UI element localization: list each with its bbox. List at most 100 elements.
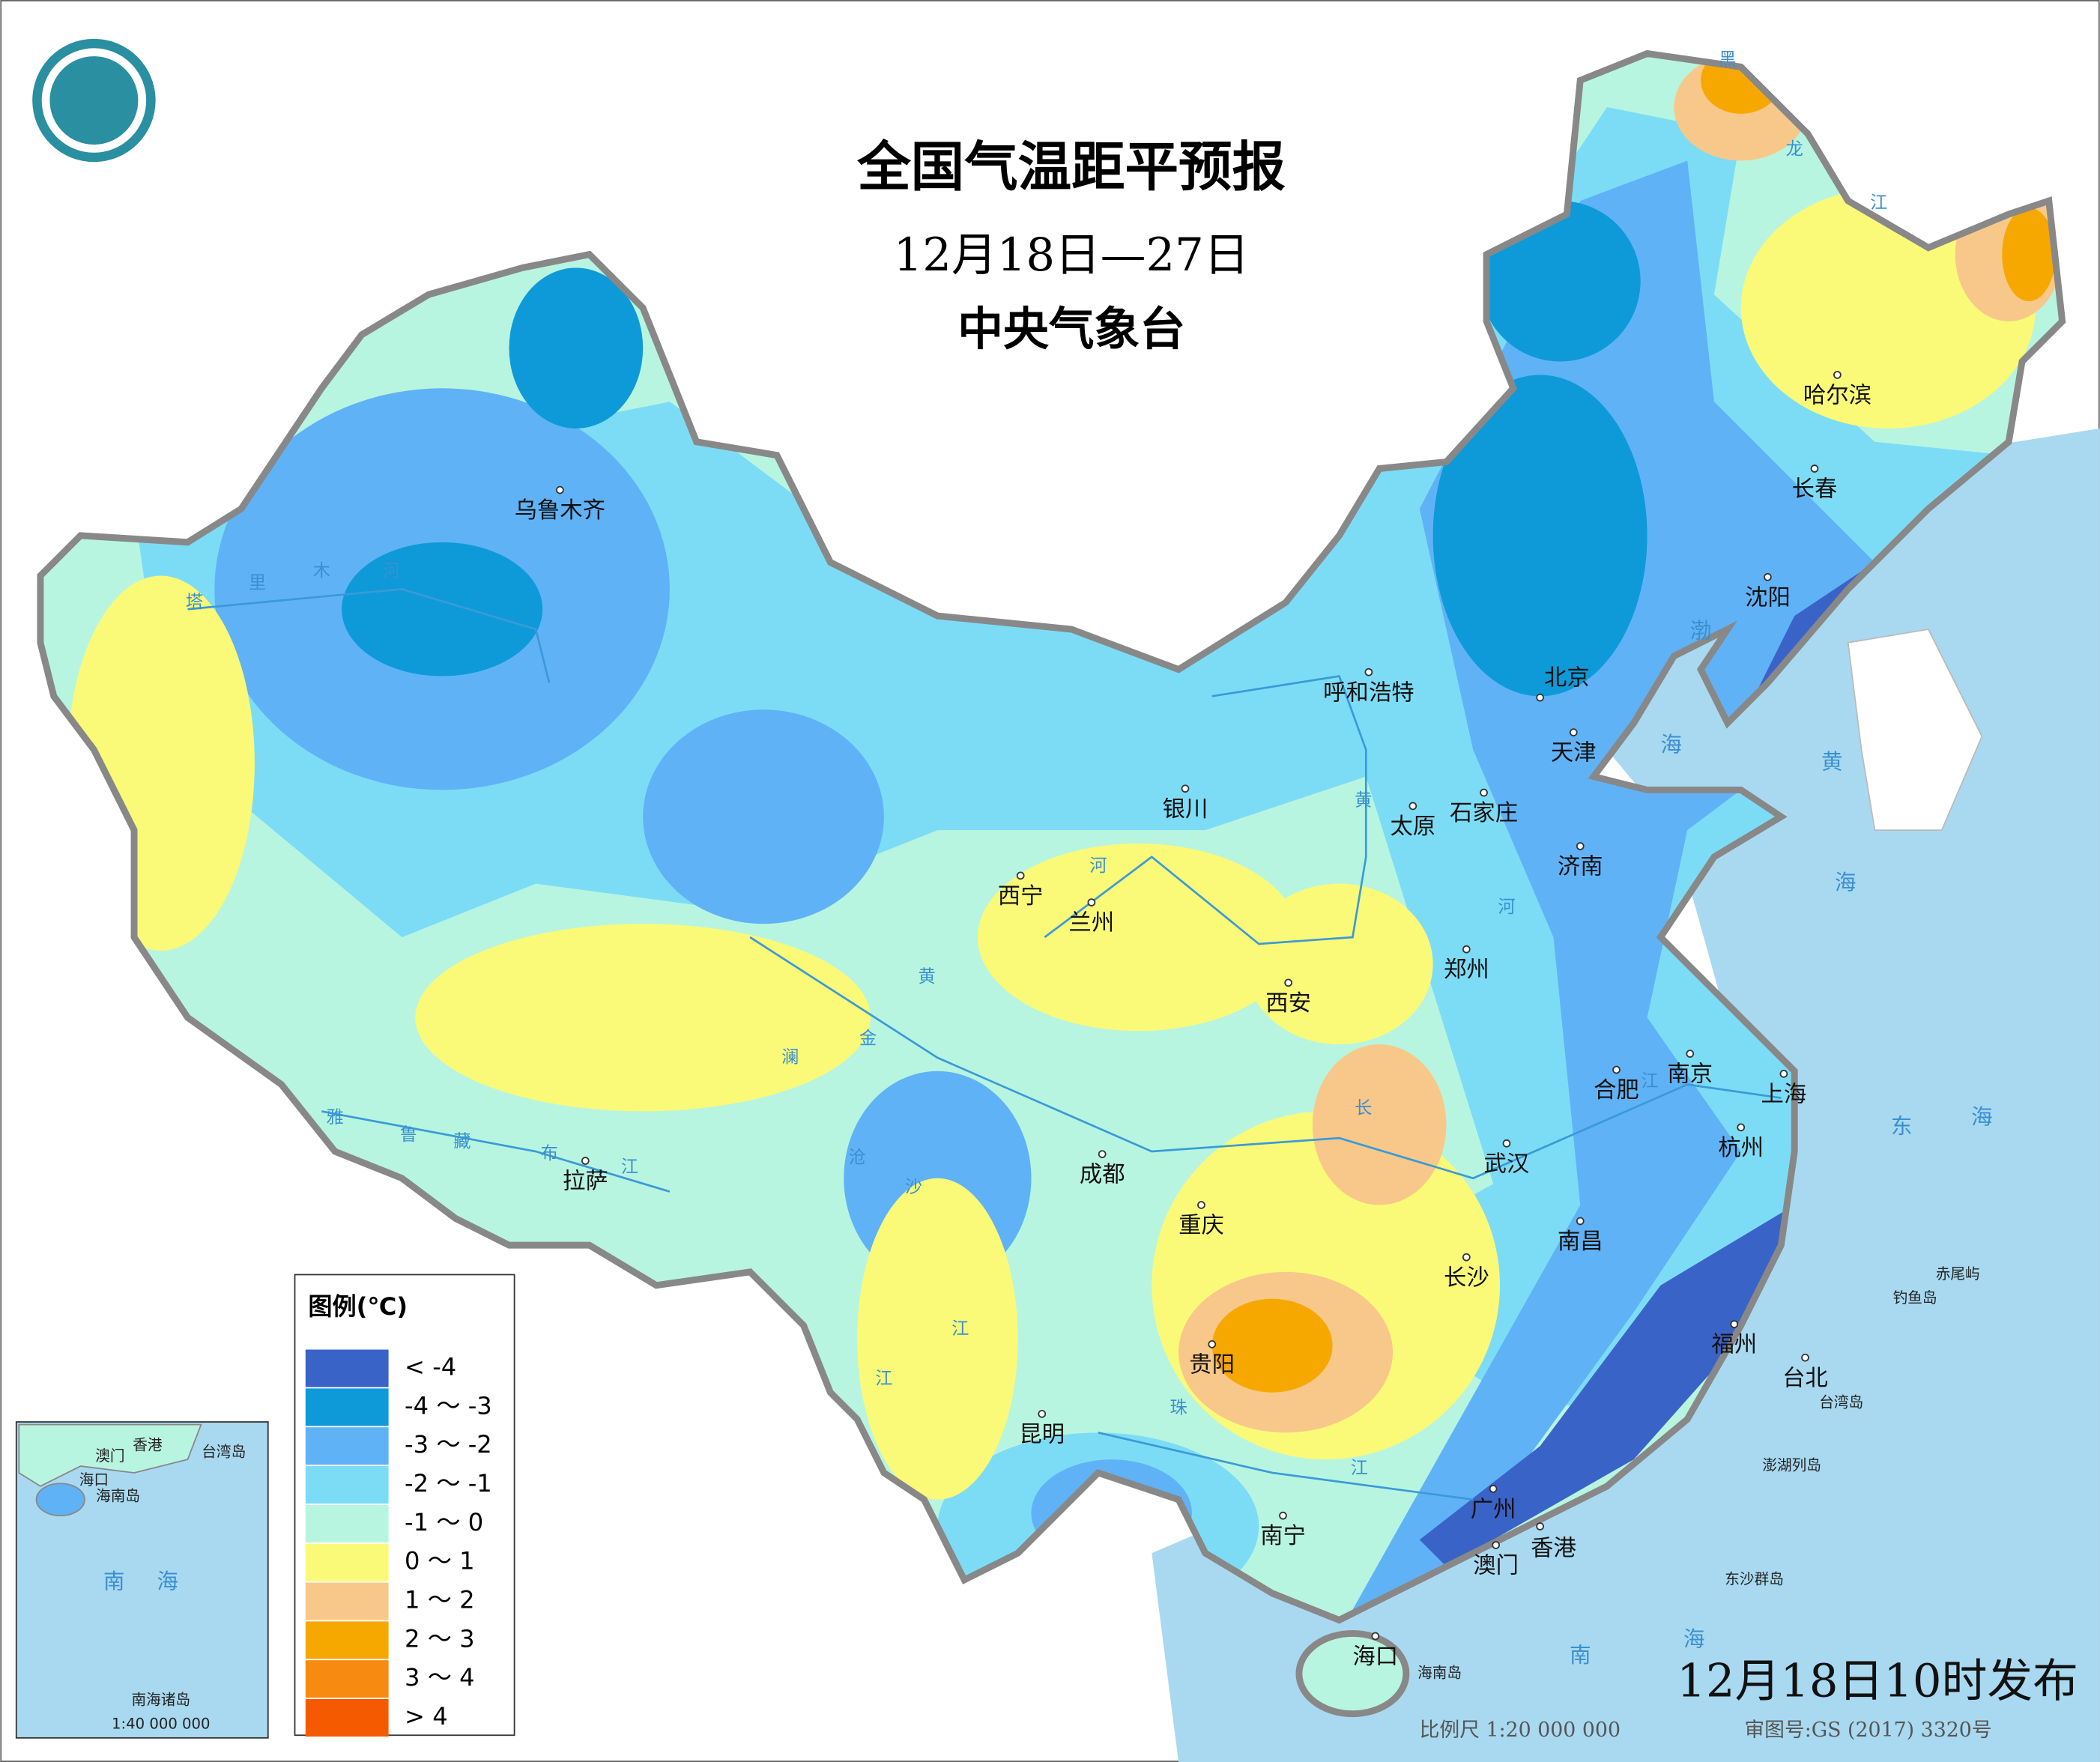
river-label: 布 — [540, 1143, 557, 1163]
city-dot — [1810, 464, 1819, 473]
river-label: 河 — [1498, 897, 1515, 917]
river-label: 木 — [313, 561, 330, 581]
city-dot — [1098, 1150, 1107, 1158]
city-label: 济南 — [1558, 854, 1603, 880]
city-label: 长沙 — [1444, 1265, 1489, 1291]
river-label: 塔 — [186, 592, 203, 612]
city-label: 石家庄 — [1450, 800, 1518, 826]
city-dot — [1462, 945, 1471, 954]
city-label: 郑州 — [1444, 957, 1489, 983]
logo-inner — [41, 48, 147, 153]
river-label: 江 — [1641, 1071, 1659, 1092]
zone — [1312, 1044, 1447, 1205]
zone — [1245, 883, 1433, 1045]
legend-swatch — [305, 1699, 389, 1737]
legend-swatch — [305, 1504, 389, 1542]
city-dot — [1371, 1632, 1380, 1641]
legend-swatch — [305, 1466, 389, 1504]
city-dot — [1208, 1340, 1217, 1348]
city-dot — [1197, 1201, 1205, 1209]
city-label: 南京 — [1667, 1062, 1713, 1088]
zone — [415, 924, 871, 1112]
river-label: 长 — [1355, 1098, 1372, 1118]
river-label: 黄 — [1355, 790, 1372, 810]
border — [37, 49, 2066, 1718]
date-range: 12月18日—27日 — [894, 229, 1250, 282]
city-label: 拉萨 — [563, 1169, 608, 1195]
scale-text: 比例尺 1:20 000 000 — [1420, 1719, 1621, 1742]
city-label: 杭州 — [1718, 1135, 1764, 1161]
city-dot — [1181, 784, 1190, 793]
river-label: 江 — [621, 1157, 638, 1177]
zone — [977, 843, 1299, 1032]
city-dot — [556, 485, 564, 494]
legend-label: -3 ～ -2 — [405, 1430, 492, 1459]
legend-swatch — [305, 1427, 389, 1465]
city-dot — [1569, 728, 1578, 736]
sea-label: 南 — [1570, 1642, 1591, 1668]
zone — [2002, 208, 2056, 302]
legend-label: > 4 — [405, 1702, 448, 1731]
city-dot — [1492, 1541, 1501, 1549]
city-dot — [1279, 1511, 1287, 1520]
city-label: 长春 — [1792, 476, 1838, 503]
city-label: 上海 — [1761, 1081, 1807, 1107]
legend-label: -4 ～ -3 — [405, 1391, 492, 1420]
city-label: 西安 — [1265, 990, 1311, 1017]
city-dot — [1686, 1050, 1695, 1058]
city-dot — [1462, 1253, 1471, 1262]
inset-label: 海 — [157, 1569, 178, 1594]
neighbor-land — [1847, 629, 1983, 831]
title: 全国气温距平预报 — [856, 135, 1286, 198]
city-label: 乌鲁木齐 — [515, 497, 606, 524]
sea-label: 东 — [1891, 1113, 1913, 1139]
city-label: 广州 — [1471, 1497, 1516, 1523]
river-label: 藏 — [453, 1131, 470, 1151]
logo — [32, 38, 156, 163]
city-dot — [1612, 1065, 1621, 1074]
city-label: 澳门 — [1473, 1553, 1519, 1579]
river-line — [187, 588, 551, 683]
city-dot — [1833, 371, 1842, 379]
city-dot — [581, 1157, 590, 1165]
issued-time: 12月18日10时发布 — [1677, 1655, 2078, 1707]
sea-label: 黄 — [1821, 749, 1843, 775]
river-label: 江 — [951, 1319, 969, 1339]
legend-swatch — [305, 1582, 389, 1620]
city-label: 福州 — [1711, 1332, 1757, 1358]
inset-label: 海口 — [79, 1471, 109, 1489]
zone — [1211, 1298, 1333, 1393]
island-label: 海南岛 — [1417, 1665, 1462, 1682]
city-label: 南昌 — [1558, 1229, 1603, 1255]
sea-label: 海 — [1971, 1103, 1993, 1129]
island-label: 澎湖列岛 — [1762, 1457, 1821, 1474]
island-label: 赤尾屿 — [1936, 1265, 1980, 1283]
river-label: 澜 — [781, 1047, 799, 1067]
city-dot — [1536, 693, 1544, 702]
city-label: 天津 — [1551, 740, 1597, 766]
river-label: 江 — [1351, 1458, 1368, 1478]
city-label: 海口 — [1352, 1644, 1398, 1670]
river-label: 河 — [383, 561, 400, 581]
zone — [509, 267, 644, 429]
legend-label: 1 ～ 2 — [405, 1586, 475, 1614]
legend-label: 0 ～ 1 — [405, 1547, 475, 1575]
inset-hainan — [35, 1483, 85, 1517]
city-label: 南宁 — [1260, 1523, 1306, 1549]
river-line — [321, 1110, 671, 1193]
city-dot — [1408, 802, 1417, 811]
river-line — [749, 936, 1782, 1180]
city-dot — [1801, 1353, 1809, 1362]
sea-label: 渤 — [1690, 618, 1712, 644]
city-dot — [1730, 1320, 1739, 1328]
sea-label: 海 — [1660, 731, 1682, 757]
legend-swatch — [305, 1621, 389, 1659]
city-label: 昆明 — [1019, 1421, 1065, 1447]
city-label: 北京 — [1544, 665, 1590, 691]
zone — [643, 709, 884, 924]
inset-scale: 1:40 000 000 — [112, 1715, 211, 1732]
city-label: 银川 — [1163, 796, 1208, 823]
zone — [1432, 375, 1647, 697]
approval-number: 审图号:GS (2017) 3320号 — [1744, 1719, 1991, 1742]
